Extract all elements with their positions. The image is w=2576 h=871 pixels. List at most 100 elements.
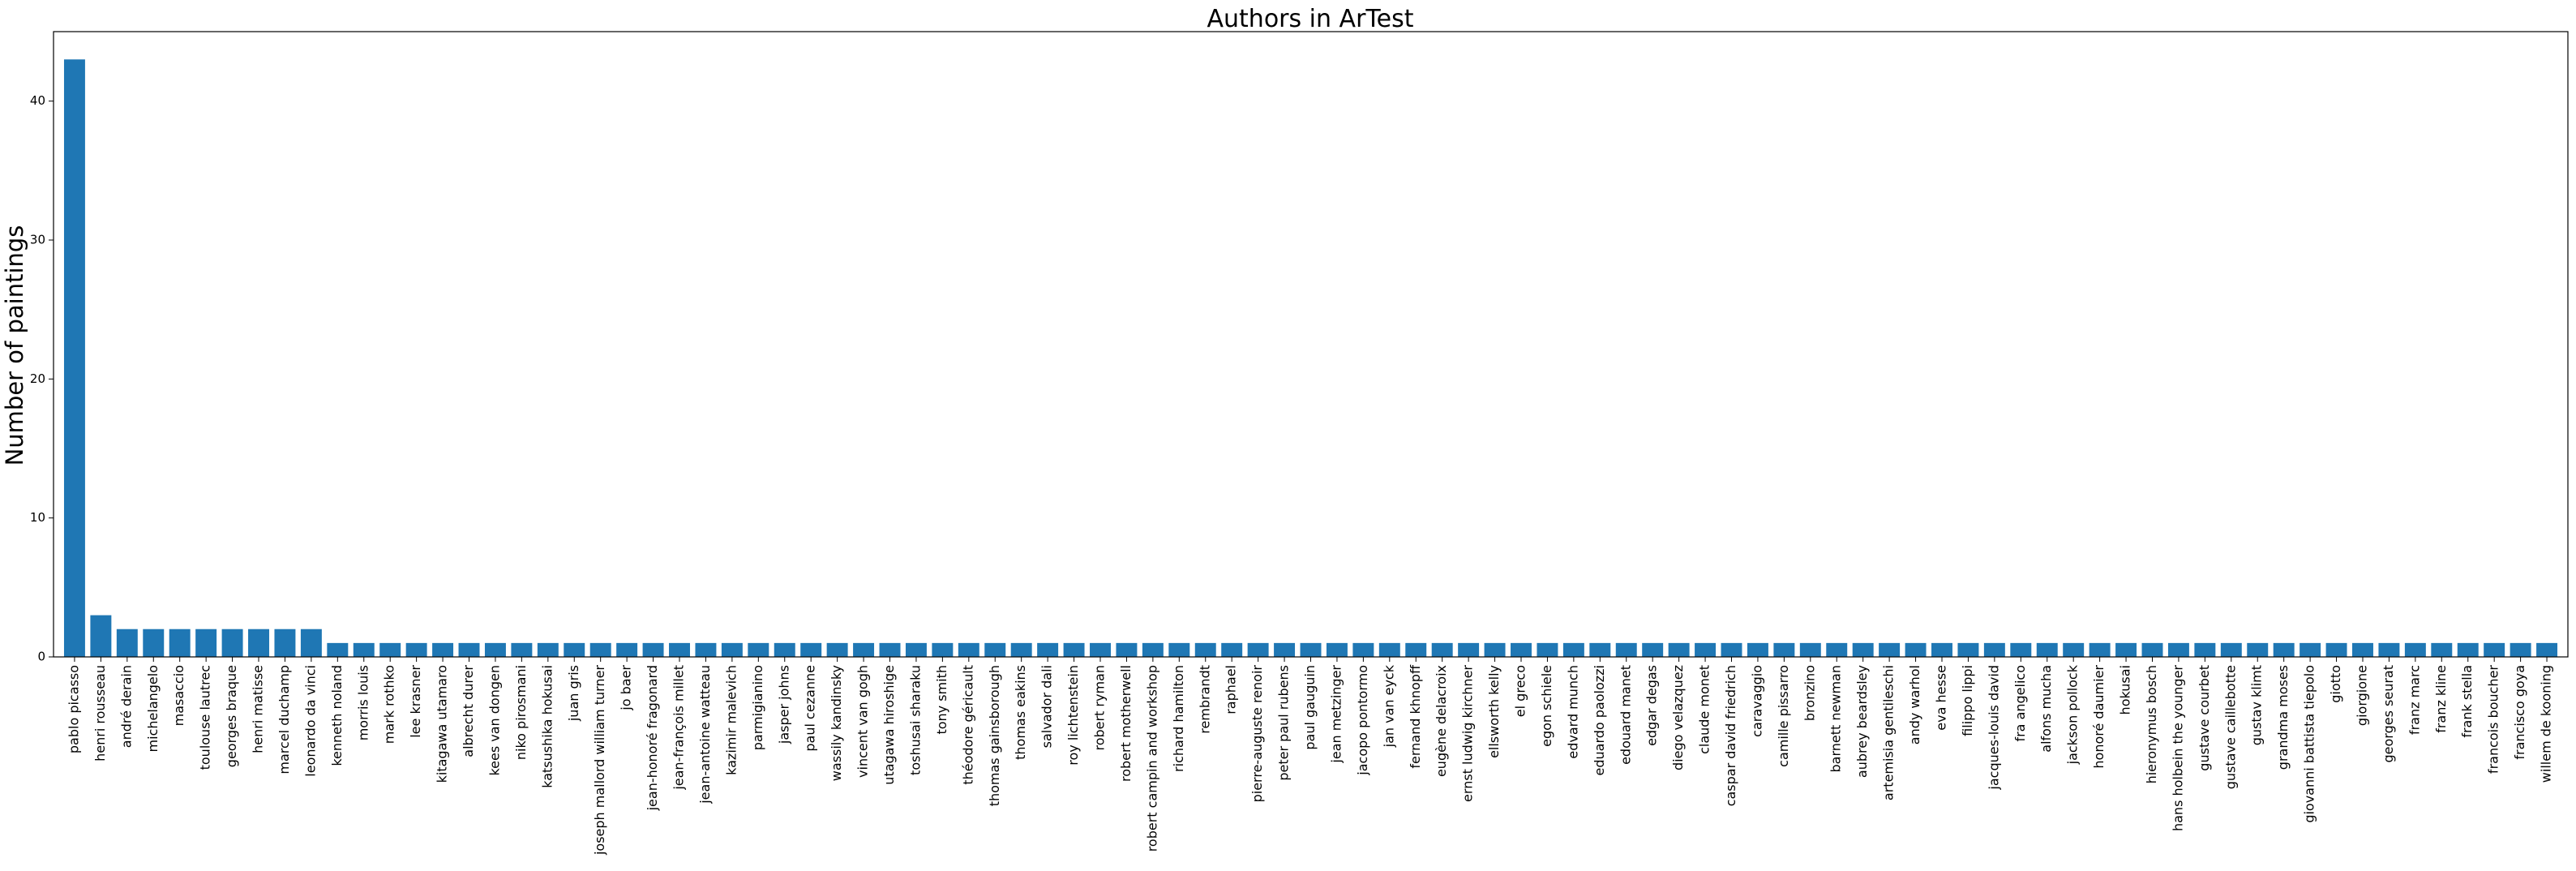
x-tick-label: hokusai	[2118, 665, 2133, 714]
x-tick-label: toulouse lautrec	[198, 665, 213, 770]
x-tick-label: robert motherwell	[1118, 665, 1134, 782]
x-tick-label: utagawa hiroshige	[881, 665, 897, 785]
bar	[1668, 642, 1690, 657]
x-tick-label: alfons mucha	[2038, 665, 2054, 753]
x-tick-label: leonardo da vinci	[302, 665, 318, 777]
bar	[958, 642, 979, 657]
bar	[1168, 642, 1190, 657]
bar	[1405, 642, 1427, 657]
x-tick-label: robert ryman	[1092, 665, 1108, 751]
x-tick-label: andré derain	[118, 665, 134, 748]
bar	[1352, 642, 1374, 657]
bar	[2220, 642, 2242, 657]
bar	[2510, 642, 2531, 657]
bar	[1562, 642, 1584, 657]
bar	[379, 642, 401, 657]
x-tick-label: caspar david friedrich	[1723, 665, 1738, 806]
x-tick-label: barnett newman	[1828, 665, 1844, 772]
bar	[1537, 642, 1558, 657]
bar	[1142, 642, 1164, 657]
x-tick-label: henri matisse	[251, 665, 266, 753]
y-tick-label: 40	[30, 93, 45, 108]
x-tick-label: franz kline	[2433, 665, 2449, 733]
x-tick-label: honoré daumier	[2091, 665, 2107, 769]
x-tick-label: pablo picasso	[66, 665, 81, 753]
bar	[195, 629, 217, 657]
x-tick-label: thomas gainsborough	[987, 665, 1002, 806]
bar	[853, 642, 875, 657]
bar	[1799, 642, 1821, 657]
bar	[2036, 642, 2058, 657]
bar	[616, 642, 638, 657]
x-tick-label: morris louis	[355, 665, 371, 740]
bar	[879, 642, 901, 657]
bar	[826, 642, 848, 657]
bar	[1378, 642, 1400, 657]
bar	[1326, 642, 1348, 657]
y-tick-label: 10	[30, 510, 45, 525]
x-tick-label: jo baer	[619, 665, 634, 711]
x-tick-label: juan gris	[566, 665, 581, 722]
bar	[353, 642, 375, 657]
bar	[1247, 642, 1269, 657]
bar	[1695, 642, 1717, 657]
x-tick-label: georges seurat	[2381, 665, 2396, 762]
bar	[1615, 642, 1637, 657]
x-tick-label: gustav klimt	[2249, 665, 2265, 745]
bar	[2010, 642, 2032, 657]
bar	[1931, 642, 1952, 657]
bar	[2536, 642, 2558, 657]
bar	[1747, 642, 1768, 657]
x-tick-label: salvador dali	[1039, 665, 1055, 748]
bar	[169, 629, 191, 657]
x-tick-label: théodore géricault	[960, 665, 975, 785]
x-tick-label: paul cezanne	[803, 665, 818, 752]
bar	[1090, 642, 1111, 657]
bar	[1274, 642, 1296, 657]
x-tick-label: giotto	[2328, 665, 2343, 703]
x-tick-label: kenneth noland	[329, 665, 345, 766]
x-tick-label: jean-honoré fragonard	[645, 665, 660, 811]
bar	[1826, 642, 1848, 657]
bar	[1221, 642, 1243, 657]
x-tick-label: rembrandt	[1197, 665, 1212, 734]
x-tick-label: kazimir malevich	[723, 665, 739, 775]
y-tick-label: 30	[30, 233, 45, 247]
x-tick-label: paul gauguin	[1302, 665, 1318, 750]
x-tick-label: katsushika hokusai	[539, 665, 555, 788]
x-tick-label: wassily kandinsky	[829, 665, 844, 781]
x-tick-label: michelangelo	[145, 665, 161, 752]
x-tick-label: gustave caillebotte	[2222, 665, 2238, 789]
bar	[2404, 642, 2426, 657]
bar	[2300, 642, 2321, 657]
x-tick-label: hans holbein the younger	[2170, 665, 2185, 831]
bar	[748, 642, 769, 657]
bar	[1957, 642, 1979, 657]
x-tick-label: ernst ludwig kirchner	[1460, 665, 1476, 802]
bar	[1852, 642, 1874, 657]
bar	[669, 642, 690, 657]
x-tick-label: jean metzinger	[1328, 665, 1344, 764]
x-tick-label: bronzino	[1802, 665, 1817, 721]
bar	[2115, 642, 2137, 657]
x-tick-label: masaccio	[171, 665, 186, 726]
bar	[1721, 642, 1742, 657]
x-tick-label: jean-françois millet	[671, 665, 687, 791]
x-tick-label: franz marc	[2407, 665, 2422, 735]
x-tick-label: fra angelico	[2012, 665, 2028, 742]
bar	[1300, 642, 1322, 657]
x-tick-label: diego velazquez	[1670, 665, 1686, 770]
x-tick-label: kees van dongen	[486, 665, 502, 776]
bar	[800, 642, 822, 657]
x-tick-label: jasper johns	[776, 665, 791, 744]
bar	[484, 642, 506, 657]
bar	[1458, 642, 1480, 657]
x-tick-label: jacques-louis david	[1986, 665, 2001, 791]
bar	[1879, 642, 1901, 657]
bar	[984, 642, 1006, 657]
bar	[2378, 642, 2400, 657]
x-tick-label: tony smith	[934, 665, 949, 735]
bar	[116, 629, 138, 657]
x-tick-label: ellsworth kelly	[1486, 665, 1502, 758]
bar	[589, 642, 611, 657]
